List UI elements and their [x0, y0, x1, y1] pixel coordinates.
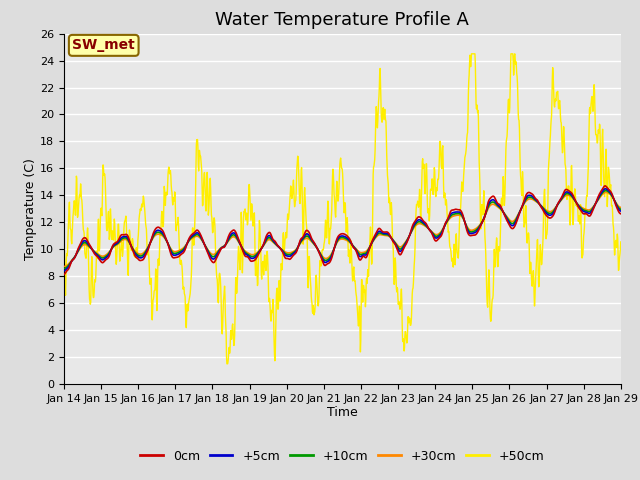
+50cm	[617, 239, 625, 245]
Title: Water Temperature Profile A: Water Temperature Profile A	[216, 11, 469, 29]
+30cm	[429, 230, 436, 236]
0cm	[60, 272, 68, 277]
+5cm	[429, 231, 436, 237]
+50cm	[184, 308, 191, 314]
+30cm	[170, 249, 178, 254]
Y-axis label: Temperature (C): Temperature (C)	[24, 158, 37, 260]
0cm	[502, 215, 509, 220]
0cm	[246, 257, 254, 263]
+30cm	[602, 190, 610, 195]
Line: +5cm: +5cm	[64, 189, 621, 271]
+50cm	[552, 96, 559, 102]
Legend: 0cm, +5cm, +10cm, +30cm, +50cm: 0cm, +5cm, +10cm, +30cm, +50cm	[135, 444, 550, 468]
+5cm	[60, 268, 68, 274]
+50cm	[468, 51, 476, 57]
+30cm	[246, 251, 254, 257]
+30cm	[617, 204, 625, 210]
+10cm	[551, 207, 559, 213]
+50cm	[246, 211, 254, 217]
Line: +10cm: +10cm	[64, 191, 621, 269]
+5cm	[170, 252, 178, 258]
+5cm	[602, 186, 609, 192]
+10cm	[170, 251, 178, 256]
+50cm	[429, 192, 437, 197]
+10cm	[602, 188, 609, 193]
Line: 0cm: 0cm	[64, 186, 621, 275]
+10cm	[184, 240, 191, 245]
+5cm	[551, 208, 559, 214]
+50cm	[502, 138, 510, 144]
Text: SW_met: SW_met	[72, 38, 135, 52]
+50cm	[60, 224, 68, 230]
+10cm	[429, 230, 436, 236]
+10cm	[502, 213, 509, 218]
+10cm	[617, 206, 625, 212]
0cm	[617, 211, 625, 216]
+50cm	[223, 361, 231, 367]
Line: +30cm: +30cm	[64, 192, 621, 266]
Line: +50cm: +50cm	[64, 54, 621, 364]
+5cm	[246, 255, 254, 261]
+30cm	[551, 206, 559, 212]
0cm	[170, 255, 178, 261]
+10cm	[60, 266, 68, 272]
+10cm	[246, 253, 254, 259]
0cm	[429, 232, 436, 238]
+5cm	[617, 208, 625, 214]
+30cm	[60, 264, 68, 269]
+30cm	[184, 240, 191, 245]
+5cm	[184, 239, 191, 245]
X-axis label: Time: Time	[327, 407, 358, 420]
0cm	[601, 183, 609, 189]
+30cm	[502, 212, 509, 218]
0cm	[184, 239, 191, 244]
0cm	[551, 209, 559, 215]
+5cm	[502, 214, 509, 219]
+50cm	[170, 197, 178, 203]
